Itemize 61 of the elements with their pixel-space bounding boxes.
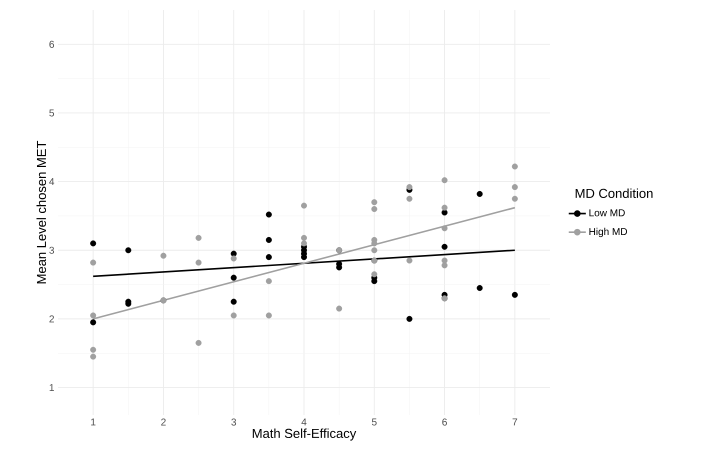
x-axis-title: Math Self-Efficacy — [252, 428, 356, 441]
point — [442, 204, 448, 211]
point — [476, 285, 483, 291]
x-tick-label: 3 — [231, 418, 236, 426]
point — [266, 236, 272, 243]
point — [230, 312, 237, 318]
x-tick-label: 7 — [512, 418, 518, 426]
point — [90, 312, 96, 318]
legend-label: Low MD — [589, 209, 625, 216]
point — [442, 225, 448, 232]
x-tick-label: 2 — [161, 418, 166, 426]
y-tick-label: 2 — [49, 315, 54, 322]
point — [90, 240, 96, 246]
y-tick-label: 6 — [49, 40, 54, 48]
point — [266, 254, 272, 260]
point — [406, 196, 412, 202]
point — [266, 312, 272, 318]
point — [230, 274, 237, 281]
legend-label: High MD — [589, 228, 628, 238]
x-tick-label: 6 — [442, 418, 447, 426]
point — [476, 190, 483, 197]
legend-title: MD Condition — [576, 188, 653, 198]
y-tick-label: 3 — [49, 246, 54, 254]
y-tick-label: 4 — [49, 178, 54, 186]
point — [160, 252, 166, 259]
x-tick-label: 1 — [91, 418, 96, 426]
point — [512, 184, 518, 190]
point — [230, 255, 237, 262]
point — [90, 260, 96, 266]
point — [90, 354, 96, 360]
point — [442, 244, 448, 250]
point — [442, 177, 448, 184]
x-tick-label: 5 — [372, 418, 377, 426]
point — [512, 196, 518, 202]
point — [125, 247, 132, 254]
point — [90, 346, 96, 353]
point — [266, 212, 272, 218]
point — [301, 240, 308, 246]
point — [371, 247, 378, 254]
point — [196, 340, 202, 346]
point — [406, 258, 412, 264]
point — [371, 206, 378, 212]
point — [196, 260, 202, 266]
point — [336, 306, 342, 312]
point — [90, 319, 96, 326]
point — [406, 184, 412, 190]
point — [371, 199, 378, 206]
point — [230, 250, 237, 257]
point — [266, 278, 272, 284]
point — [512, 292, 518, 298]
point — [512, 164, 518, 170]
y-axis-title: Mean Level chosen MET — [36, 140, 46, 284]
point — [196, 234, 202, 241]
x-tick-label: 4 — [301, 418, 306, 426]
point — [230, 298, 237, 305]
y-tick-label: 1 — [50, 384, 54, 391]
point — [301, 202, 308, 209]
point — [371, 271, 378, 278]
y-tick-label: 5 — [49, 109, 54, 116]
point — [406, 316, 412, 322]
point — [301, 234, 308, 241]
